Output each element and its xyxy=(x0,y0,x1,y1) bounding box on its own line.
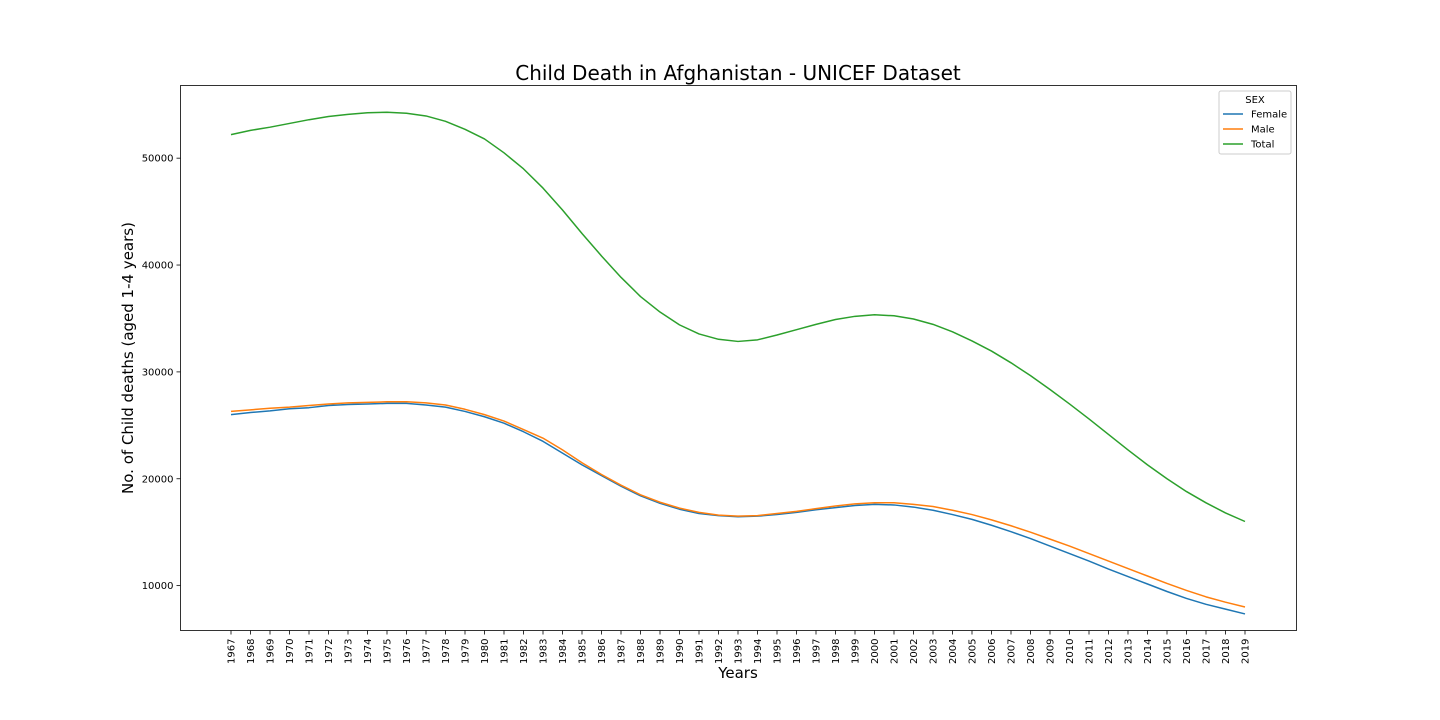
y-tick-label: 20000 xyxy=(142,474,174,485)
x-tick-label: 1982 xyxy=(519,639,530,664)
x-tick-label: 2012 xyxy=(1104,639,1115,664)
y-tick-label: 50000 xyxy=(142,154,174,165)
x-tick-label: 1984 xyxy=(558,639,569,664)
x-tick-label: 1974 xyxy=(363,639,374,664)
x-tick-label: 1977 xyxy=(422,639,433,664)
x-tick-label: 2010 xyxy=(1065,639,1076,664)
x-tick-label: 2018 xyxy=(1221,639,1232,664)
plot-area-frame xyxy=(180,85,1297,631)
x-tick-label: 2017 xyxy=(1202,639,1213,664)
x-tick-label: 1986 xyxy=(597,639,608,664)
x-tick-label: 2004 xyxy=(948,639,959,664)
x-tick-label: 2015 xyxy=(1163,639,1174,664)
x-tick-label: 1996 xyxy=(792,639,803,664)
x-tick-label: 1981 xyxy=(500,639,511,664)
series-line-male xyxy=(230,401,1246,608)
x-tick-label: 2005 xyxy=(968,639,979,664)
x-tick-label: 1991 xyxy=(695,639,706,664)
x-tick-label: 1987 xyxy=(617,639,628,664)
y-axis: 10000 20000 30000 40000 50000 xyxy=(142,154,181,592)
legend-label-female: Female xyxy=(1251,110,1287,121)
x-tick-label: 1988 xyxy=(636,639,647,664)
legend-frame xyxy=(1218,90,1292,155)
x-tick-label: 2011 xyxy=(1085,639,1096,664)
series-line-female xyxy=(230,402,1246,615)
x-tick-label: 1976 xyxy=(402,639,413,664)
chart-title: Child Death in Afghanistan - UNICEF Data… xyxy=(515,61,961,85)
x-tick-label: 1969 xyxy=(266,639,277,664)
x-tick-label: 1968 xyxy=(246,639,257,664)
x-tick-label: 1994 xyxy=(753,639,764,664)
x-tick-label: 1999 xyxy=(851,639,862,664)
x-tick-label: 1973 xyxy=(344,639,355,664)
x-tick-label: 1980 xyxy=(480,639,491,664)
legend: SEX Female Male Total xyxy=(1218,90,1292,155)
x-tick-label: 1997 xyxy=(812,639,823,664)
x-tick-label: 1978 xyxy=(441,639,452,664)
x-tick-label: 2019 xyxy=(1241,639,1252,664)
x-tick-label: 2016 xyxy=(1182,639,1193,664)
legend-title: SEX xyxy=(1245,95,1265,106)
x-tick-label: 2002 xyxy=(909,639,920,664)
x-tick-label: 2008 xyxy=(1026,639,1037,664)
series-lines xyxy=(230,111,1246,615)
x-tick-label: 1993 xyxy=(734,639,745,664)
y-tick-label: 40000 xyxy=(142,261,174,272)
x-tick-label: 2000 xyxy=(870,639,881,664)
x-axis-label: Years xyxy=(717,664,758,682)
x-axis: 1967 1968 1969 1970 1971 1972 1973 1974 1975 1976… xyxy=(227,630,1252,664)
x-tick-label: 1983 xyxy=(539,639,550,664)
x-tick-label: 1972 xyxy=(324,639,335,664)
x-tick-label: 1979 xyxy=(461,639,472,664)
x-tick-label: 1975 xyxy=(383,639,394,664)
legend-label-total: Total xyxy=(1250,140,1274,151)
x-tick-label: 1990 xyxy=(675,639,686,664)
x-tick-label: 1992 xyxy=(714,639,725,664)
x-tick-label: 1989 xyxy=(656,639,667,664)
x-tick-label: 1967 xyxy=(227,639,238,664)
x-tick-label: 1971 xyxy=(305,639,316,664)
y-tick-label: 10000 xyxy=(142,581,174,592)
x-tick-label: 2003 xyxy=(929,639,940,664)
x-tick-label: 2001 xyxy=(890,639,901,664)
legend-label-male: Male xyxy=(1251,125,1275,136)
series-line-total xyxy=(230,111,1246,523)
y-tick-label: 30000 xyxy=(142,367,174,378)
x-tick-label: 1998 xyxy=(831,639,842,664)
x-tick-label: 2013 xyxy=(1124,639,1135,664)
y-axis-label: No. of Child deaths (aged 1-4 years) xyxy=(119,222,137,494)
x-tick-label: 1970 xyxy=(285,639,296,664)
x-tick-label: 2014 xyxy=(1143,639,1154,664)
x-tick-label: 2007 xyxy=(1007,639,1018,664)
x-tick-label: 2009 xyxy=(1046,639,1057,664)
x-tick-label: 1995 xyxy=(773,639,784,664)
x-tick-label: 2006 xyxy=(987,639,998,664)
x-tick-label: 1985 xyxy=(578,639,589,664)
